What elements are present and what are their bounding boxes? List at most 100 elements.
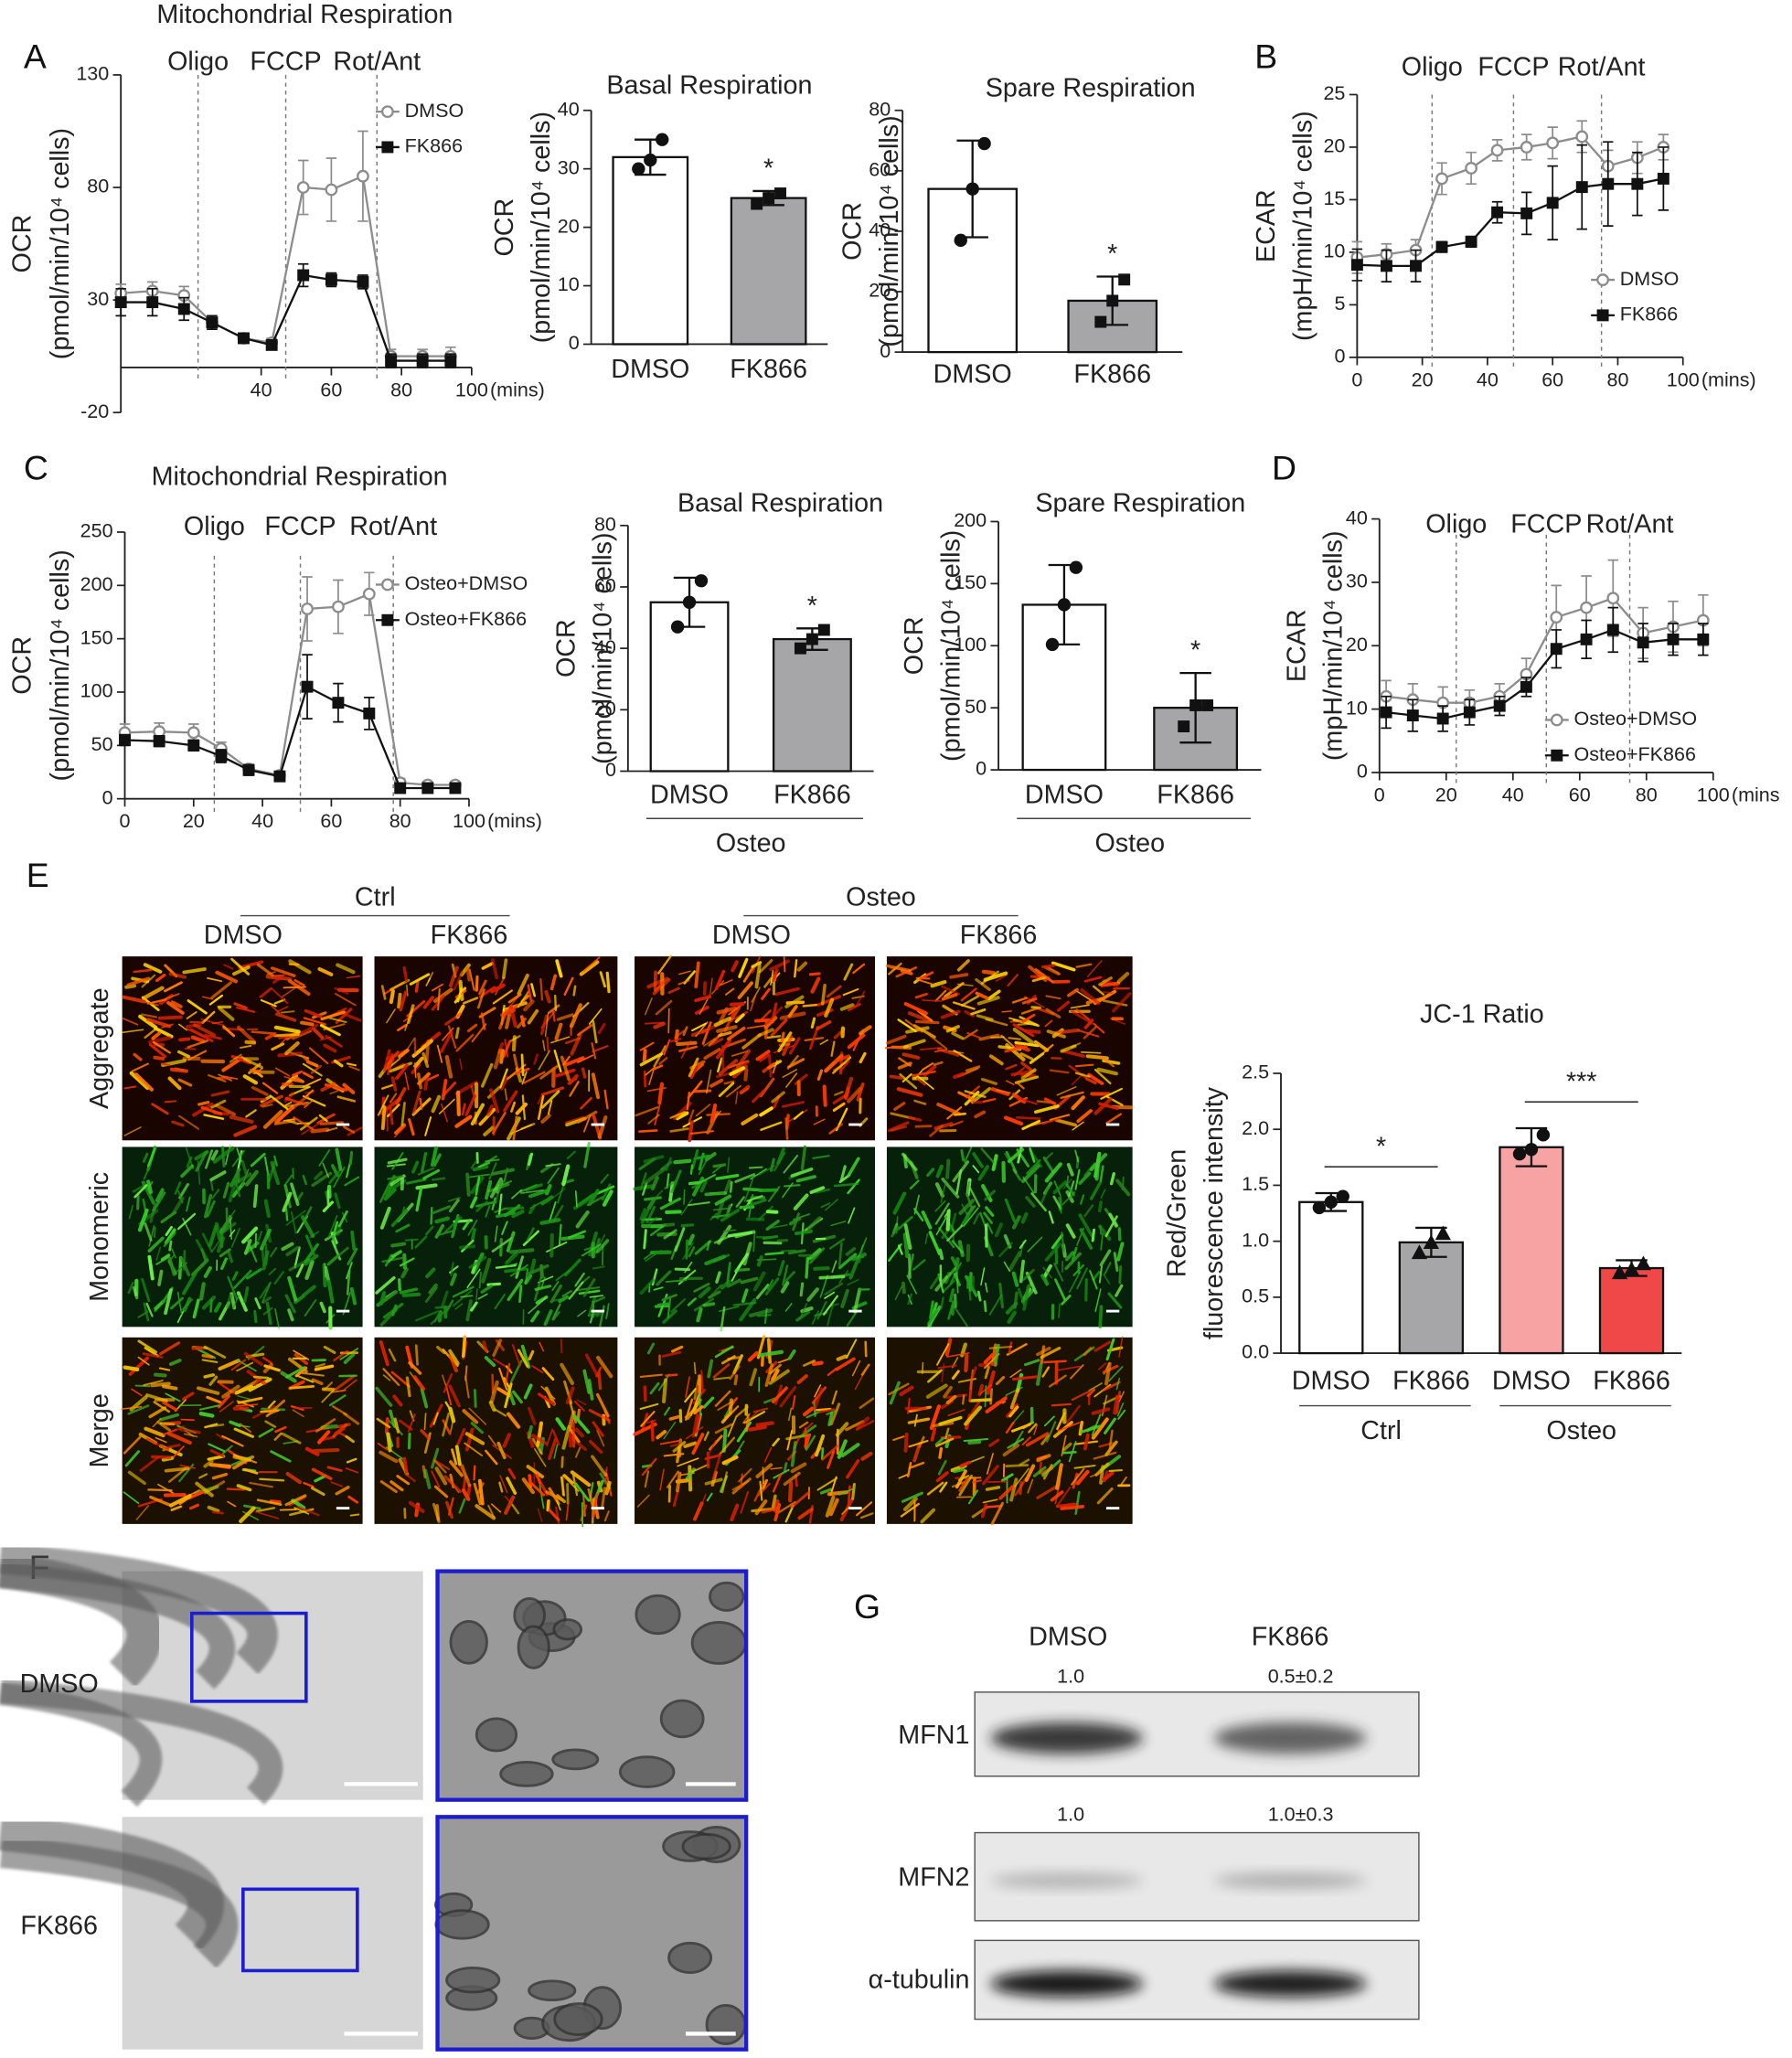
x-tick-label: 40 — [251, 379, 272, 401]
y-tick-label: 250 — [80, 519, 113, 542]
y-tick-label: 50 — [965, 695, 987, 718]
legend-label: DMSO — [405, 99, 464, 122]
cell-streak — [228, 1489, 244, 1490]
cell-streak — [691, 1166, 692, 1174]
cell-streak — [664, 1380, 666, 1401]
cell-streak — [655, 972, 656, 988]
cell-streak — [213, 1512, 222, 1513]
data-point — [215, 751, 227, 762]
cell-streak — [440, 1312, 441, 1320]
cell-streak — [1115, 1396, 1117, 1413]
cell-streak — [211, 1300, 212, 1312]
data-point — [1410, 260, 1422, 272]
y-axis-label: Red/Green — [1163, 1149, 1192, 1277]
series-line — [1386, 630, 1703, 719]
x-tick-label: 20 — [1412, 368, 1434, 390]
panel-label: E — [27, 856, 49, 894]
cell-streak — [706, 1193, 725, 1195]
cell-streak — [493, 1375, 494, 1392]
x-tick-label: DMSO — [933, 360, 1012, 389]
group-label: Osteo — [846, 882, 916, 912]
data-point — [1631, 178, 1643, 190]
cell-streak — [201, 1413, 213, 1415]
y-axis-label: (pmol/min/10⁴ cells) — [589, 532, 618, 763]
data-point — [444, 355, 456, 367]
cell-streak — [562, 1457, 563, 1467]
data-point — [266, 339, 278, 351]
cell-streak — [690, 1183, 699, 1184]
data-point — [1201, 699, 1213, 711]
data-point — [977, 137, 990, 150]
cell-streak — [758, 1315, 770, 1316]
x-tick-label: 60 — [320, 809, 342, 832]
cell-streak — [186, 1049, 196, 1050]
cell-streak — [170, 1242, 171, 1250]
micrograph — [635, 956, 875, 1140]
y-tick-label: -20 — [80, 400, 109, 422]
cell-streak — [768, 1036, 780, 1038]
cell-streak — [822, 1448, 823, 1458]
mitochondrion — [518, 1626, 549, 1668]
column-label: DMSO — [1029, 1622, 1107, 1651]
data-point — [1464, 707, 1476, 719]
y-axis-label: (pmol/min/10⁴ cells) — [46, 549, 75, 781]
cell-streak — [410, 1434, 411, 1448]
y-tick-label: 30 — [1346, 570, 1368, 592]
cell-streak — [251, 1070, 261, 1072]
cell-streak — [473, 1230, 475, 1239]
mitochondrion — [707, 2005, 745, 2043]
blot-band — [990, 1872, 1143, 1888]
cell-streak — [984, 972, 994, 973]
cell-streak — [670, 1417, 678, 1419]
cell-streak — [987, 1488, 999, 1489]
micrograph — [887, 1338, 1133, 1524]
micrograph — [123, 956, 363, 1140]
significance: * — [1190, 636, 1200, 666]
y-tick-label: 10 — [1323, 240, 1345, 262]
mitochondrion — [554, 1620, 581, 1639]
cell-streak — [1102, 983, 1118, 985]
data-point — [1551, 643, 1563, 655]
cell-streak — [281, 1509, 296, 1510]
cell-streak — [916, 1126, 931, 1127]
event-label: Oligo — [1402, 52, 1463, 81]
y-axis-label: OCR — [7, 636, 37, 695]
significance: * — [807, 592, 817, 621]
cell-streak — [456, 1029, 458, 1038]
y-tick-label: 30 — [87, 287, 109, 310]
event-label: Rot/Ant — [1586, 509, 1674, 538]
data-point — [683, 596, 696, 609]
data-point — [326, 185, 336, 195]
group-label: Osteo — [1094, 829, 1165, 858]
cell-streak — [148, 1182, 151, 1192]
cell-streak — [416, 1346, 417, 1365]
y-tick-label: 10 — [558, 272, 580, 295]
x-tick-label: 100 — [453, 809, 485, 832]
cell-streak — [203, 1356, 212, 1358]
cell-streak — [574, 986, 575, 995]
legend-marker — [381, 141, 393, 153]
cell-streak — [684, 1190, 685, 1204]
data-point — [302, 603, 312, 613]
x-tick-label: DMSO — [650, 780, 729, 809]
cell-streak — [205, 1375, 213, 1377]
data-point — [1058, 598, 1071, 611]
y-tick-label: 0 — [1334, 345, 1345, 368]
cell-streak — [955, 1469, 963, 1471]
cell-streak — [866, 1342, 867, 1356]
cell-streak — [1100, 1306, 1101, 1327]
chart-title: Spare Respiration — [986, 73, 1196, 102]
quantification: 1.0±0.3 — [1268, 1803, 1334, 1826]
row-label: Aggregate — [85, 987, 114, 1109]
cell-streak — [735, 1376, 736, 1384]
x-axis-unit: (mins) — [487, 809, 542, 832]
event-label: Rot/Ant — [333, 48, 421, 77]
cell-streak — [568, 1484, 569, 1503]
event-label: Oligo — [184, 512, 245, 541]
data-point — [1577, 132, 1587, 142]
cell-streak — [406, 1240, 418, 1241]
cell-streak — [682, 1225, 692, 1226]
mitochondrion — [436, 1911, 488, 1939]
cell-streak — [425, 1413, 426, 1429]
cell-streak — [417, 1185, 435, 1188]
